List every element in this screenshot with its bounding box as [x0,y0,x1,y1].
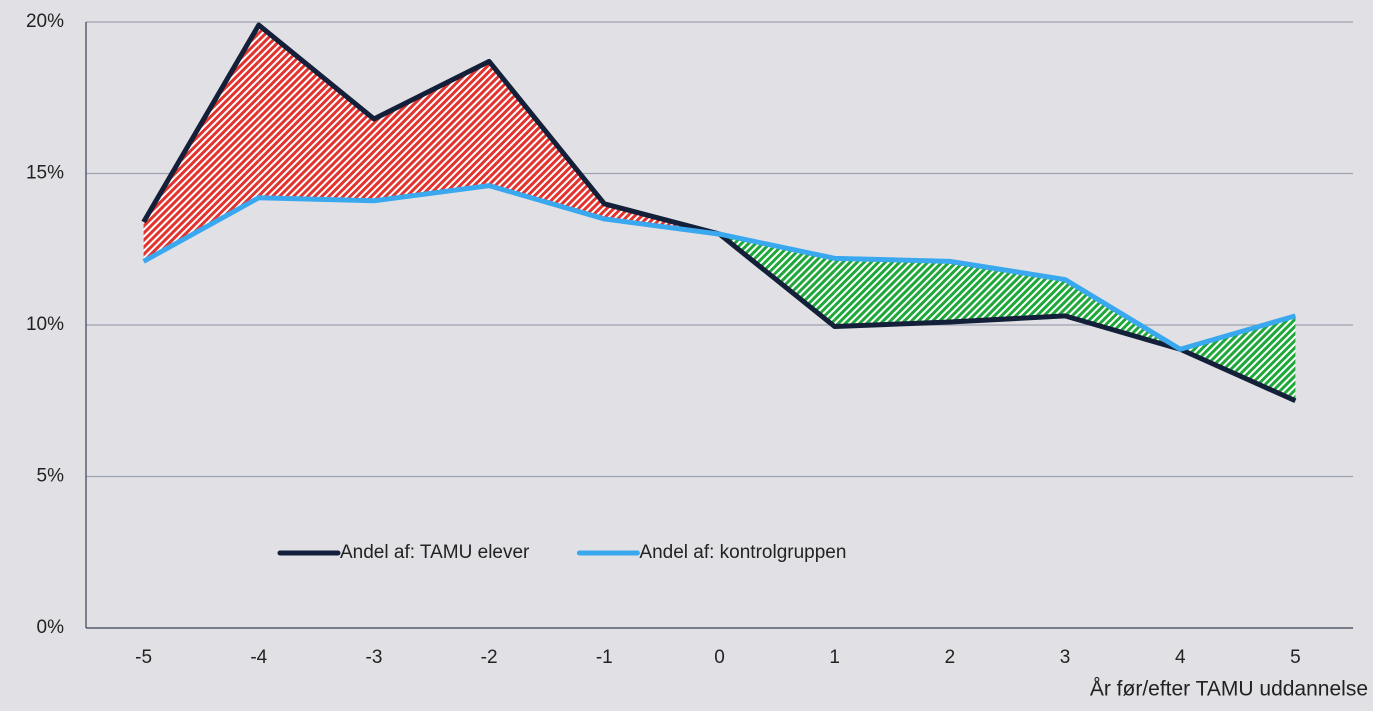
y-tick-label: 10% [26,314,64,335]
difference-area [258,25,374,201]
x-tick-label: 0 [714,647,725,668]
x-tick-label: -2 [481,647,498,668]
x-tick-label: 2 [945,647,956,668]
x-tick-label: 4 [1175,647,1186,668]
difference-area [1180,315,1296,401]
y-tick-label: 15% [26,163,64,184]
y-tick-label: 0% [37,617,65,638]
difference-area [143,25,259,262]
legend-label: Andel af: TAMU elever [340,542,530,563]
x-tick-label: -3 [366,647,383,668]
x-tick-label: -4 [250,647,267,668]
x-tick-label: -5 [135,647,152,668]
x-tick-label: 5 [1290,647,1301,668]
difference-area [373,61,490,201]
y-tick-label: 5% [37,466,65,487]
x-axis-label: År før/efter TAMU uddannelse [1090,678,1368,701]
x-tick-label: 3 [1060,647,1071,668]
series-line [142,183,1297,352]
x-tick-label: -1 [596,647,613,668]
legend-label: Andel af: kontrolgruppen [639,542,846,563]
y-tick-label: 20% [26,11,64,32]
legend: Andel af: TAMU elever Andel af: kontrolgr… [277,542,846,563]
x-tick-label: 1 [829,647,840,668]
difference-area [834,258,950,327]
